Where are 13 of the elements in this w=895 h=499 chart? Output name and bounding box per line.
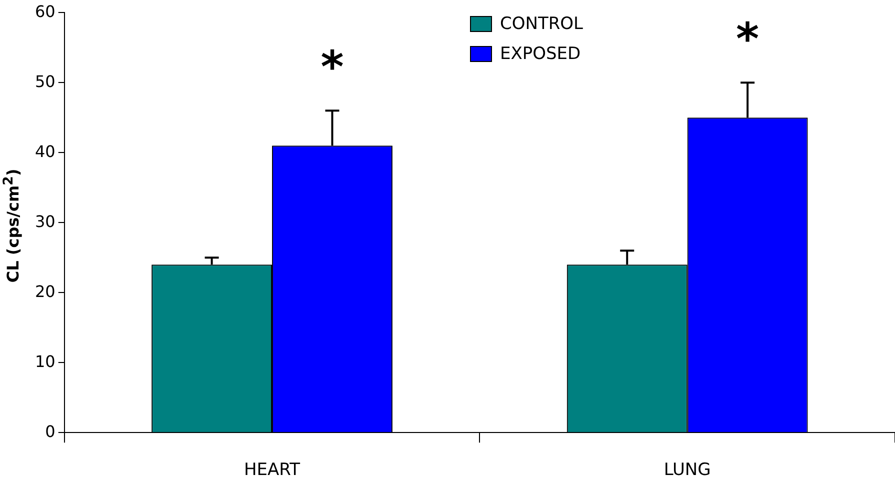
x-tick-label: HEART	[244, 460, 301, 480]
y-tick-label: 60	[35, 2, 56, 21]
annotation: *	[320, 42, 344, 94]
y-tick-label: 0	[45, 422, 56, 441]
y-tick-label: 20	[35, 282, 56, 301]
legend-label: EXPOSED	[500, 44, 581, 64]
y-tick-label: 40	[35, 142, 56, 161]
y-tick-label: 10	[35, 352, 56, 371]
x-tick-label: LUNG	[664, 460, 711, 480]
annotation: *	[736, 14, 760, 66]
legend-label: CONTROL	[500, 14, 584, 34]
y-tick-label: 30	[35, 212, 56, 231]
y-tick-label: 50	[35, 72, 56, 91]
